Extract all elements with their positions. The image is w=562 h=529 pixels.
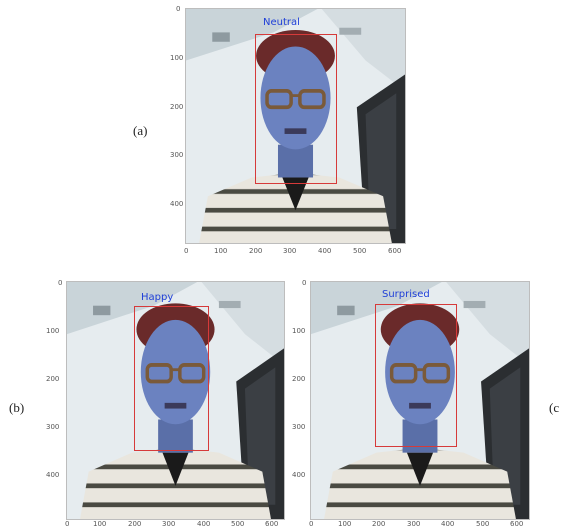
x-tick: 0 (309, 520, 314, 528)
y-tick: 0 (176, 5, 181, 13)
x-tick: 500 (231, 520, 245, 528)
x-tick: 300 (162, 520, 176, 528)
panel-label: (c (549, 400, 560, 415)
x-tick: 0 (184, 247, 189, 255)
y-tick: 0 (302, 279, 307, 287)
panel-b: (b) Happy 0 100 200 300 400 0 100 200 30… (0, 270, 300, 529)
y-tick: 200 (46, 375, 60, 383)
y-tick: 300 (46, 423, 60, 431)
x-tick: 100 (93, 520, 107, 528)
y-tick: 200 (170, 103, 184, 111)
emotion-label: Neutral (263, 17, 300, 28)
panel-a: (a) Neutral 0 100 200 300 400 0 100 200 … (0, 0, 562, 262)
face-bounding-box (375, 304, 457, 447)
x-tick: 600 (265, 520, 279, 528)
x-tick: 400 (197, 520, 211, 528)
x-tick: 600 (388, 247, 402, 255)
x-tick: 500 (476, 520, 490, 528)
y-tick: 400 (46, 471, 60, 479)
x-tick: 400 (318, 247, 332, 255)
x-tick: 400 (441, 520, 455, 528)
x-tick: 200 (249, 247, 263, 255)
y-tick: 100 (292, 327, 306, 335)
face-bounding-box (134, 306, 209, 451)
emotion-label: Happy (141, 292, 174, 303)
x-tick: 200 (372, 520, 386, 528)
y-tick: 400 (292, 471, 306, 479)
image-frame: Happy (66, 281, 285, 520)
image-frame: Surprised (310, 281, 530, 520)
x-tick: 600 (510, 520, 524, 528)
emotion-label: Surprised (382, 289, 430, 300)
x-tick: 200 (128, 520, 142, 528)
x-tick: 100 (214, 247, 228, 255)
panel-label: (a) (133, 123, 148, 138)
panel-c: (c Surprised 0 100 200 300 400 0 100 200… (290, 270, 562, 529)
y-tick: 0 (58, 279, 63, 287)
y-tick: 100 (46, 327, 60, 335)
image-frame: Neutral (185, 8, 406, 244)
panel-label: (b) (9, 400, 25, 415)
y-tick: 300 (292, 423, 306, 431)
y-tick: 200 (292, 375, 306, 383)
x-tick: 300 (283, 247, 297, 255)
y-tick: 100 (170, 54, 184, 62)
y-tick: 400 (170, 200, 184, 208)
x-tick: 100 (338, 520, 352, 528)
face-bounding-box (255, 34, 337, 184)
x-tick: 300 (407, 520, 421, 528)
y-tick: 300 (170, 151, 184, 159)
x-tick: 500 (353, 247, 367, 255)
x-tick: 0 (65, 520, 70, 528)
